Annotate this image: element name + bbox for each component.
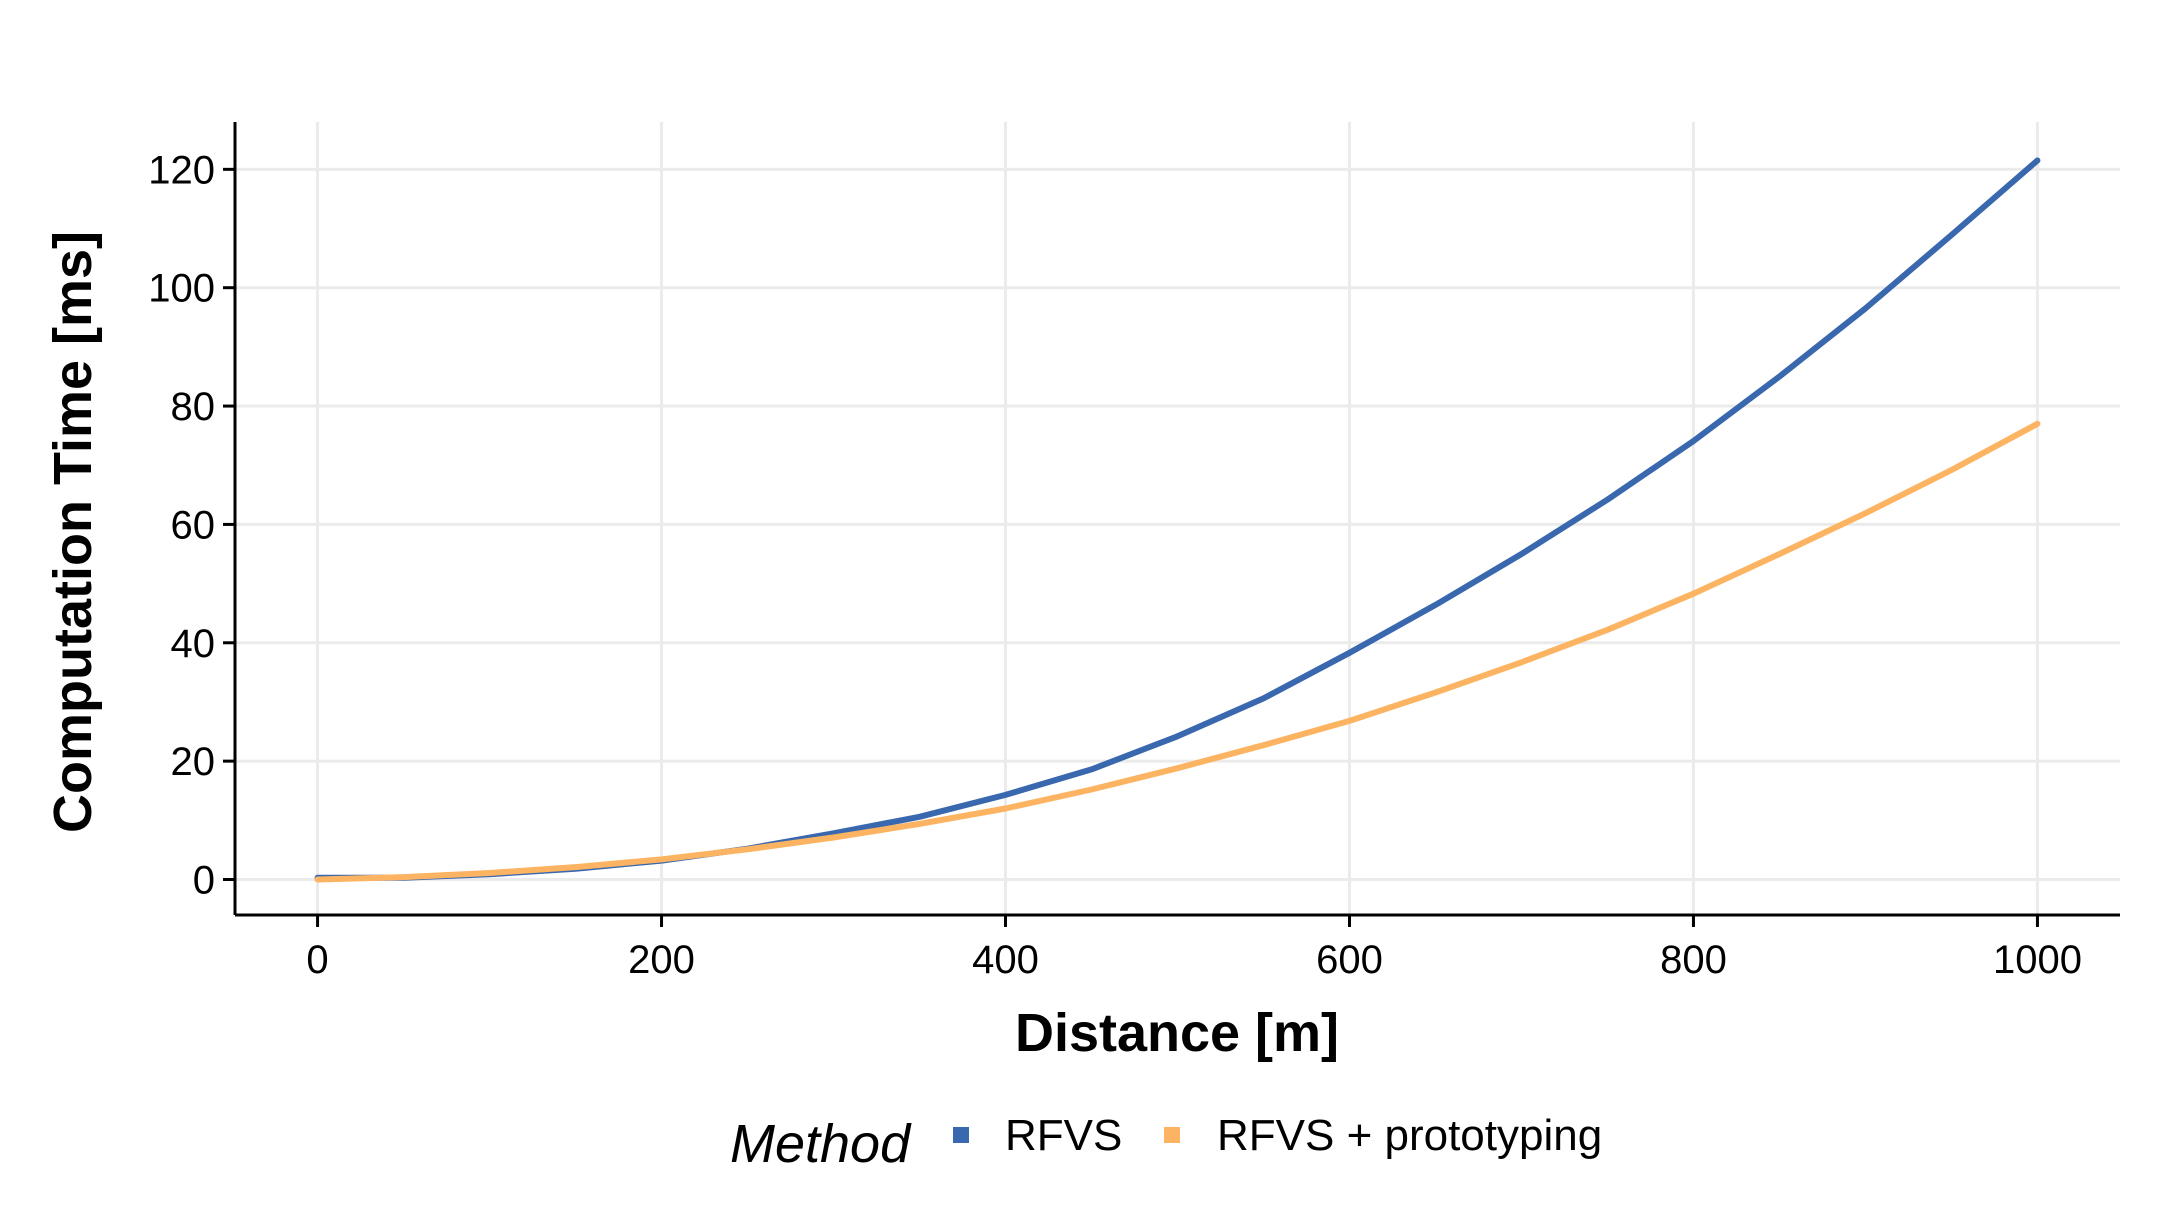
y-tick-label: 20 xyxy=(171,740,216,784)
legend: Method RFVS RFVS + prototyping xyxy=(730,1111,1602,1174)
x-tick-label: 800 xyxy=(1660,938,1727,982)
y-tick-label: 60 xyxy=(171,503,216,547)
legend-key-rfvs-prototyping xyxy=(1164,1127,1180,1143)
x-tick-label: 1000 xyxy=(1993,938,2082,982)
series-line-rfvs-prototyping xyxy=(314,420,2041,883)
y-tick-label: 120 xyxy=(148,148,215,192)
y-axis-title: Computation Time [ms] xyxy=(43,231,103,833)
legend-label-rfvs: RFVS xyxy=(1005,1111,1122,1160)
y-tick-label: 0 xyxy=(193,858,215,902)
x-axis-title: Distance [m] xyxy=(1015,1003,1339,1063)
y-tick-label: 100 xyxy=(148,267,215,311)
x-tick-label: 600 xyxy=(1316,938,1383,982)
axes xyxy=(233,122,2120,917)
y-tick-label: 40 xyxy=(171,622,216,666)
x-tick-label: 400 xyxy=(972,938,1039,982)
series-layer xyxy=(314,157,2041,883)
ticks: 0 200 400 600 800 1000 0 20 40 60 80 100 120 xyxy=(148,148,2082,982)
grid xyxy=(235,122,2120,915)
legend-key-rfvs xyxy=(953,1127,969,1143)
x-tick-label: 200 xyxy=(628,938,695,982)
legend-title: Method xyxy=(730,1114,912,1174)
x-tick-label: 0 xyxy=(306,938,328,982)
y-tick-label: 80 xyxy=(171,385,216,429)
legend-label-rfvs-prototyping: RFVS + prototyping xyxy=(1217,1111,1602,1160)
